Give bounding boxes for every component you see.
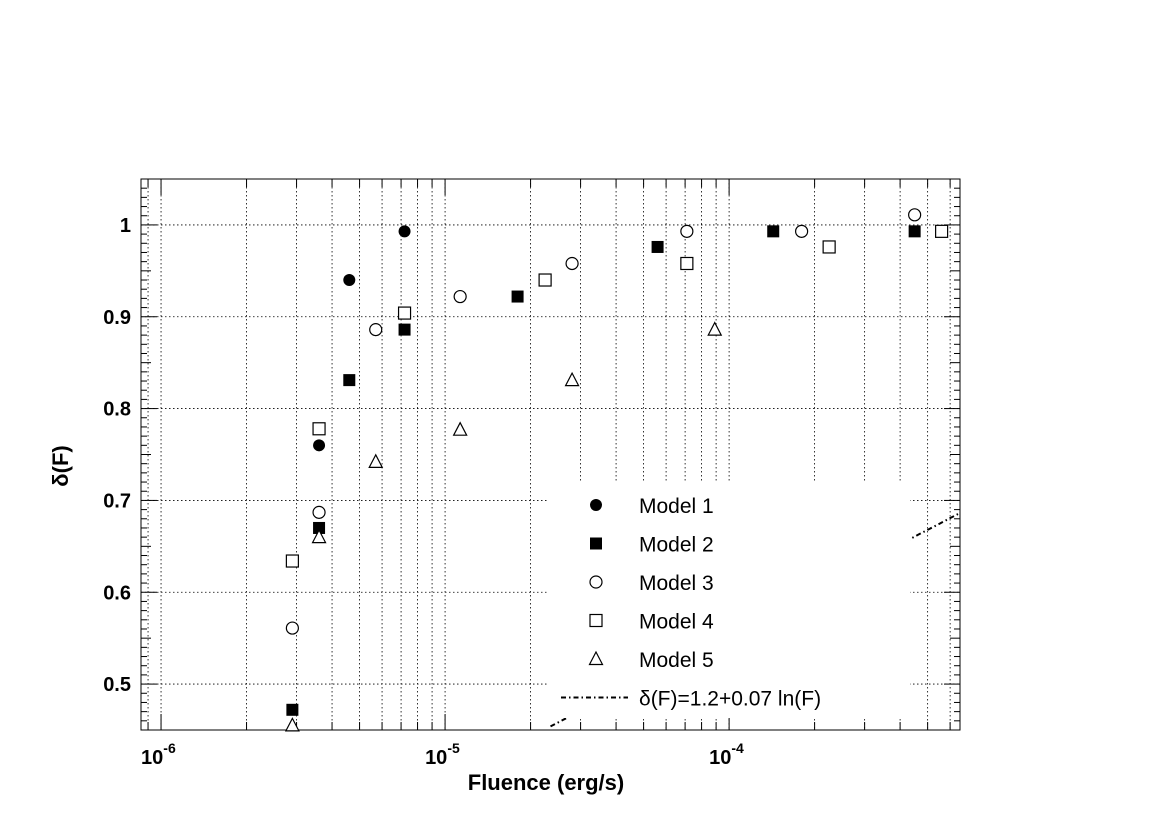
y-tick-label: 0.8 xyxy=(103,399,131,421)
model-2-point xyxy=(511,290,524,303)
legend-label-model-3: Model 3 xyxy=(639,572,714,595)
y-tick-label: 1 xyxy=(120,215,131,237)
model-4-point xyxy=(312,422,326,436)
legend-label-fit-line: δ(F)=1.2+0.07 ln(F) xyxy=(639,688,821,711)
model-2-point xyxy=(286,703,299,716)
legend: Model 1 Model 2 Model 3 Model 4 Model 5 δ(F)=… xyxy=(548,482,910,718)
model-3-point xyxy=(312,505,326,519)
x-tick-label: 10-4 xyxy=(709,740,744,769)
model-3-point xyxy=(285,621,299,635)
legend-marker-model-3 xyxy=(589,575,603,589)
model-4-point xyxy=(397,306,412,320)
model-1-point xyxy=(398,225,411,238)
model-1-point xyxy=(313,439,326,452)
model-1-point xyxy=(343,274,356,287)
model-3-point xyxy=(795,224,809,238)
model-2-point xyxy=(651,240,664,253)
series-model-4 xyxy=(285,224,949,568)
model-3-point xyxy=(908,208,922,222)
legend-marker-model-4 xyxy=(589,613,603,628)
series-model-3 xyxy=(285,208,922,635)
y-tick-label: 0.7 xyxy=(103,490,131,512)
model-3-point xyxy=(369,323,383,337)
y-axis-title: δ(F) xyxy=(48,445,73,486)
model-5-point xyxy=(452,421,468,436)
model-2-point xyxy=(343,374,356,387)
legend-marker-model-5 xyxy=(588,650,604,666)
legend-label-model-5: Model 5 xyxy=(639,649,714,672)
x-tick-label-exponent: -5 xyxy=(447,740,460,756)
model-5-point xyxy=(311,528,327,544)
model-4-point xyxy=(935,224,949,238)
model-5-point xyxy=(284,717,300,732)
x-tick-label-base: 10 xyxy=(141,747,163,769)
model-5-point xyxy=(368,453,384,468)
y-tick-label: 0.6 xyxy=(103,582,131,604)
x-tick-label-base: 10 xyxy=(425,747,447,769)
x-tick-label: 10-5 xyxy=(425,740,460,769)
series-model-5 xyxy=(284,321,723,732)
model-2-point xyxy=(767,225,780,238)
legend-marker-model-2 xyxy=(590,537,602,550)
model-5-point xyxy=(564,371,580,387)
legend-background xyxy=(548,482,910,718)
y-tick-label: 0.9 xyxy=(103,307,131,329)
model-3-point xyxy=(453,289,467,304)
legend-label-model-1: Model 1 xyxy=(639,495,714,518)
x-tick-label-exponent: -4 xyxy=(731,740,744,756)
model-2-point xyxy=(313,521,326,534)
y-tick-label: 0.5 xyxy=(103,674,131,696)
model-3-point xyxy=(565,256,579,271)
model-4-point xyxy=(285,554,299,568)
data-markers xyxy=(284,208,949,732)
series-model-2 xyxy=(286,225,921,716)
legend-marker-model-1 xyxy=(590,499,602,511)
axis-ticks xyxy=(141,178,960,731)
x-tick-label: 10-6 xyxy=(141,740,176,769)
x-axis-title: Fluence (erg/s) xyxy=(468,770,624,795)
legend-label-model-2: Model 2 xyxy=(639,534,714,557)
x-tick-label-base: 10 xyxy=(709,747,731,769)
model-4-point xyxy=(680,256,694,271)
model-2-point xyxy=(398,323,411,336)
model-3-point xyxy=(680,224,694,238)
legend-label-model-4: Model 4 xyxy=(639,611,714,634)
x-tick-label-exponent: -6 xyxy=(163,740,176,756)
model-4-point xyxy=(538,273,552,287)
series-model-1 xyxy=(313,225,411,452)
model-2-point xyxy=(908,225,921,238)
model-5-point xyxy=(707,321,723,336)
model-4-point xyxy=(822,240,836,254)
